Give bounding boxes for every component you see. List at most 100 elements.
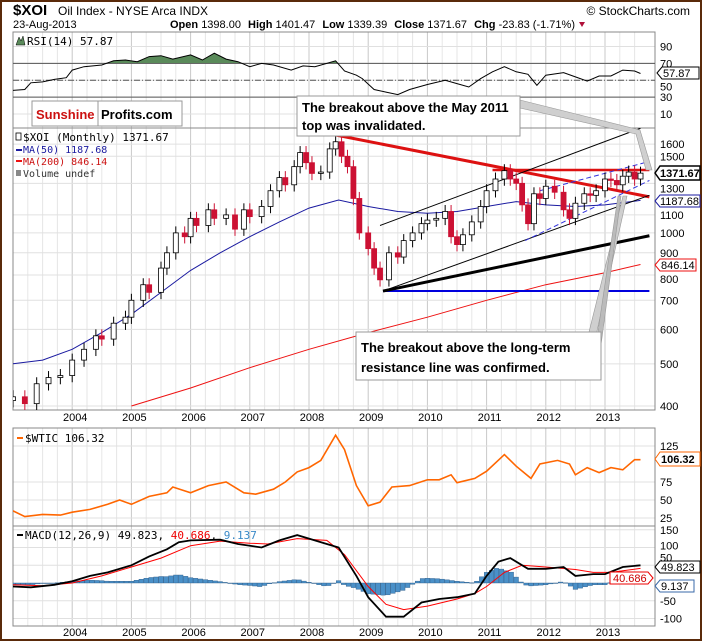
close-label: Close xyxy=(394,19,424,31)
histogram-bar xyxy=(400,582,406,591)
candle xyxy=(276,177,283,192)
candle xyxy=(98,335,105,340)
ma50-legend-icon xyxy=(16,149,22,151)
histogram-bar xyxy=(449,580,455,584)
y-tick-label: 150 xyxy=(660,525,678,537)
candle xyxy=(181,232,188,238)
histogram-bar xyxy=(178,574,184,584)
y-tick-label: 100 xyxy=(660,541,678,553)
open-value: 1398.00 xyxy=(201,19,241,31)
histogram-bar xyxy=(380,582,386,596)
sunshine-profits-logo: Sunshine Profits.com xyxy=(31,100,183,127)
x-tick-label: 2013 xyxy=(596,627,620,639)
candle xyxy=(211,209,218,219)
candle xyxy=(608,178,614,181)
candle xyxy=(240,209,247,230)
candle xyxy=(92,335,99,350)
histogram-bar xyxy=(405,582,411,588)
candle xyxy=(501,170,508,180)
y-tick-label: 1000 xyxy=(660,228,684,240)
candle xyxy=(483,190,490,207)
histogram-bar xyxy=(558,581,564,584)
y-tick-label: -50 xyxy=(660,596,676,608)
high-value: 1401.47 xyxy=(276,19,316,31)
ma200-badge: 846.14 xyxy=(654,258,697,272)
x-tick-label: 2004 xyxy=(63,412,87,424)
legend-volume: Volume undef xyxy=(23,169,95,180)
legend-ma200: MA(200) 846.14 xyxy=(23,157,107,168)
signal-badge-value: 40.686 xyxy=(613,573,647,585)
histogram-bar xyxy=(493,568,499,584)
histogram-bar xyxy=(89,580,95,584)
histogram-bar xyxy=(345,582,351,587)
x-tick-label: 2010 xyxy=(418,627,442,639)
high-label: High xyxy=(248,19,273,31)
histogram-bar xyxy=(563,582,569,584)
axes: 9070503010160015001300110010009008007006… xyxy=(63,41,685,639)
ma200-legend-icon xyxy=(16,160,22,162)
histogram-bar xyxy=(163,576,169,584)
y-tick-label: 1600 xyxy=(660,139,684,151)
copyright[interactable]: © StockCharts.com xyxy=(586,4,690,18)
histogram-bar xyxy=(153,576,159,584)
candle xyxy=(246,209,253,218)
x-tick-label: 2008 xyxy=(300,627,324,639)
x-tick-label: 2004 xyxy=(63,627,87,639)
histogram-bar xyxy=(271,582,277,584)
candle xyxy=(400,240,407,258)
histogram-bar xyxy=(143,578,149,584)
y-tick-label: 900 xyxy=(660,248,678,260)
rsi-overbought-fill xyxy=(107,53,338,63)
candle xyxy=(81,348,87,361)
histogram-bar xyxy=(543,582,549,585)
legend-xoi: $XOI (Monthly) 1371.67 xyxy=(23,131,169,144)
histogram-bar xyxy=(40,582,46,584)
callout-top-line2: top was invalidated. xyxy=(302,118,426,133)
y-tick-label: 90 xyxy=(660,41,672,53)
candle xyxy=(424,219,431,225)
histogram-bar xyxy=(262,582,268,586)
candle xyxy=(371,248,378,269)
candle xyxy=(513,178,520,184)
histogram-bar xyxy=(128,581,134,584)
y-tick-label: 600 xyxy=(660,324,678,336)
candle xyxy=(140,284,147,301)
callout-top-box xyxy=(296,95,521,137)
y-tick-label: 700 xyxy=(660,295,678,307)
histogram-bar xyxy=(415,580,421,584)
candle xyxy=(164,252,170,269)
wtic-badge-value: 106.32 xyxy=(661,454,695,466)
candle xyxy=(223,214,230,219)
histogram-bar xyxy=(533,582,539,586)
trendline-long-term-support xyxy=(382,234,650,293)
histogram-bar xyxy=(326,582,332,586)
histogram-bar xyxy=(257,582,263,587)
callout-bottom-line2: resistance line was confirmed. xyxy=(361,360,550,375)
candle xyxy=(128,299,135,318)
wtic-badge: 106.32 xyxy=(654,451,701,467)
close-value: 1371.67 xyxy=(427,19,467,31)
candle xyxy=(122,316,129,324)
histogram-bar xyxy=(104,580,110,584)
x-tick-label: 2013 xyxy=(596,412,620,424)
histogram-bar xyxy=(592,582,598,585)
callout-top-line1: The breakout above the May 2011 xyxy=(302,100,509,115)
rsi-legend-icon xyxy=(15,35,26,46)
candle xyxy=(519,182,526,206)
histogram-bar xyxy=(528,582,534,587)
y-tick-label: 50 xyxy=(660,81,672,93)
histogram-bar xyxy=(197,578,203,584)
candle xyxy=(69,359,76,376)
candle xyxy=(409,232,416,242)
candle xyxy=(551,185,558,193)
x-tick-label: 2009 xyxy=(359,412,383,424)
histogram-bar xyxy=(35,582,41,585)
candle xyxy=(326,148,333,173)
ma50-badge-value: 1187.68 xyxy=(660,196,699,208)
wtic-line xyxy=(13,433,641,518)
histogram-bar xyxy=(474,581,480,584)
candle xyxy=(146,284,153,293)
histogram-bar xyxy=(395,582,401,593)
histogram-bar xyxy=(306,582,312,584)
volume-legend-icon xyxy=(16,170,21,176)
